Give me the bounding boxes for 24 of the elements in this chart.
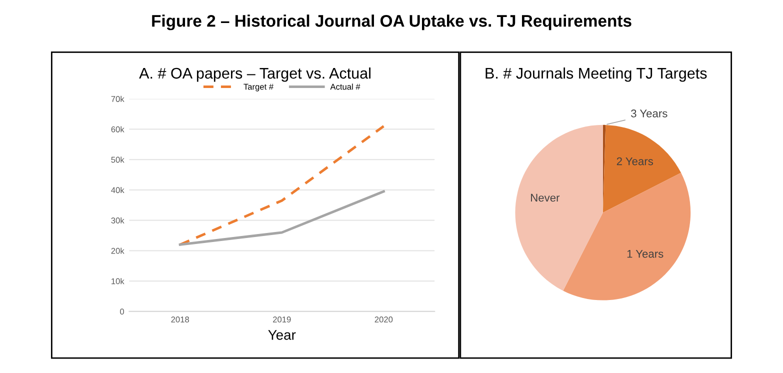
- y-tick-label: 20k: [111, 248, 124, 254]
- y-tick-label: 0: [120, 308, 124, 315]
- y-tick-label: 40k: [111, 186, 124, 194]
- y-tick-label: 60k: [111, 126, 124, 132]
- legend-label: Actual #: [330, 84, 360, 90]
- slice-label: 1 Years: [627, 250, 664, 258]
- x-tick-label: 2020: [374, 316, 393, 322]
- caption: Figure 2 – Historical Journal OA Uptake vs. TJ Requirements: [152, 14, 632, 30]
- slice-label: 3 Years: [631, 110, 668, 118]
- x-tick-label: 2019: [273, 316, 291, 322]
- y-tick-label: 70k: [111, 96, 124, 102]
- x-axis-title: Year: [268, 330, 296, 340]
- chart-title: B. # Journals Meeting TJ Targets: [486, 67, 707, 82]
- legend-label: Target #: [244, 84, 274, 92]
- pie-slice: [515, 124, 603, 291]
- pie-slice: [563, 172, 691, 300]
- x-tick-label: 2018: [171, 316, 189, 322]
- chart-title: A. # OA papers – Target vs. Actual: [139, 67, 370, 82]
- y-tick-label: 30k: [111, 217, 124, 224]
- slice-label: 2 Years: [616, 157, 654, 166]
- y-tick-label: 10k: [112, 278, 124, 284]
- y-tick-label: 50k: [111, 156, 124, 163]
- pie-slice: [602, 124, 682, 213]
- slice-label: Never: [531, 194, 560, 202]
